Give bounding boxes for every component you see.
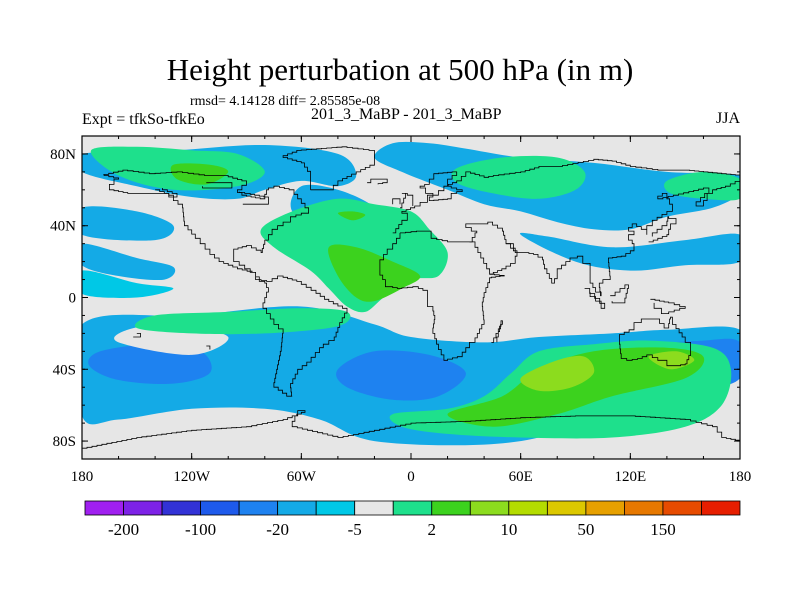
x-tick-label: 120W <box>173 469 211 485</box>
colorbar-bin-13 <box>585 500 625 516</box>
contour-region-21 <box>447 347 705 427</box>
colorbar-bin-3 <box>200 500 240 516</box>
contour-region-6 <box>82 270 174 298</box>
plot-area <box>82 136 740 459</box>
colorbar-bin-1 <box>123 500 163 516</box>
colorbar-bin-14 <box>624 500 664 516</box>
colorbar-bin-4 <box>238 500 279 516</box>
coastline-16 <box>584 288 606 309</box>
x-tick-label: 180 <box>71 469 94 485</box>
coastline-11 <box>367 178 388 185</box>
colorbar-label: -100 <box>185 520 216 539</box>
colorbar-bin-2 <box>161 500 201 516</box>
coastline-2 <box>392 158 740 234</box>
axes: 180 120W 60W 0 60E 120E 180 80N 40N 0 40S 80S <box>50 135 752 485</box>
contour-region-4 <box>82 243 176 281</box>
colorbar-bin-5 <box>277 500 317 516</box>
coastline-9 <box>202 182 233 189</box>
colorbar-bin-12 <box>546 500 587 516</box>
colorbar-label: 50 <box>577 520 594 539</box>
contour-region-9 <box>336 350 466 401</box>
contour-region-19 <box>134 308 351 335</box>
contour-region-15 <box>664 171 740 201</box>
colorbar-bin-8 <box>392 500 433 516</box>
x-tick-label: 60W <box>287 469 317 485</box>
y-tick-label: 0 <box>69 291 77 307</box>
y-tick-label: 80N <box>50 147 76 163</box>
coastline-6 <box>619 316 691 367</box>
case-label: 201_3_MaBP - 201_3_MaBP <box>311 106 502 123</box>
y-tick-label: 40N <box>50 219 76 235</box>
x-tick-label: 120E <box>614 469 646 485</box>
coastline-12 <box>400 193 414 209</box>
season-label: JJA <box>715 110 740 127</box>
colorbar-label: 2 <box>428 520 437 539</box>
colorbar-bin-0 <box>84 500 124 516</box>
coastline-14 <box>648 216 677 243</box>
colorbar-bin-11 <box>508 500 548 516</box>
coastline-7 <box>82 410 740 449</box>
colorbar-bin-10 <box>469 500 510 516</box>
experiment-label: Expt = tfkSo-tfkEo <box>82 111 205 128</box>
coastline-5 <box>506 179 740 297</box>
contour-region-22 <box>520 355 595 392</box>
y-tick-label: 40S <box>53 362 76 378</box>
stats-label: rmsd= 4.14128 diff= 2.85585e-08 <box>190 94 381 109</box>
coastline-19 <box>133 333 141 338</box>
coastline-15 <box>491 320 503 343</box>
coastline-1 <box>282 146 375 191</box>
coastline-18 <box>650 298 686 314</box>
colorbar-bin-16 <box>701 500 741 516</box>
y-tick-label: 80S <box>53 434 76 450</box>
colorbar-label: -20 <box>266 520 289 539</box>
coastline-0 <box>103 169 348 397</box>
colorbar-bin-7 <box>354 500 394 516</box>
colorbar-label: 10 <box>500 520 517 539</box>
coastline-4 <box>465 221 518 275</box>
colorbar-bin-15 <box>662 500 702 516</box>
coastline-17 <box>610 284 629 304</box>
coastline-20 <box>206 345 211 350</box>
colorbar-label: 150 <box>650 520 676 539</box>
coastline-13 <box>392 198 401 205</box>
x-tick-label: 60E <box>509 469 533 485</box>
coastline-3 <box>379 230 505 361</box>
chart-title: Height perturbation at 500 hPa (in m) <box>166 52 634 87</box>
colorbar-bin-6 <box>315 500 356 516</box>
colorbar-bin-9 <box>431 500 471 516</box>
coastline-8 <box>238 191 269 205</box>
contour-region-17 <box>337 211 366 221</box>
colorbar: -200 -100 -20 -5 2 10 50 150 <box>84 500 741 539</box>
coastline-10 <box>155 188 178 198</box>
x-tick-label: 0 <box>407 469 415 485</box>
x-tick-label: 180 <box>729 469 752 485</box>
colorbar-label: -200 <box>108 520 139 539</box>
colorbar-label: -5 <box>348 520 362 539</box>
contour-region-1 <box>82 206 175 241</box>
contour-region-13 <box>170 163 229 185</box>
